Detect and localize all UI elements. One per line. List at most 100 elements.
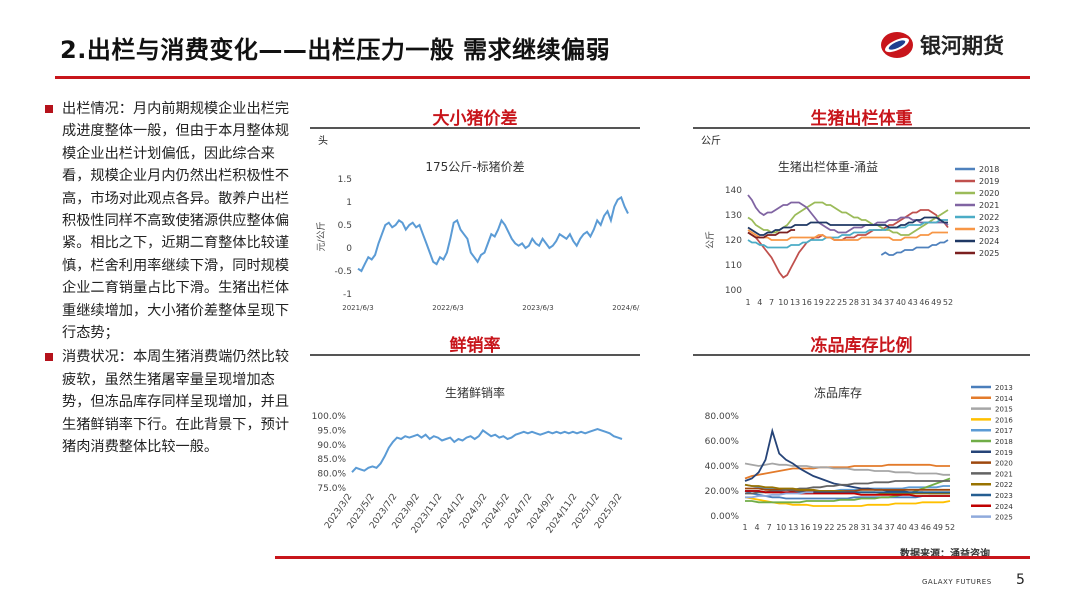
x-tick-label: 10 bbox=[776, 523, 786, 532]
x-tick-label: 49 bbox=[933, 523, 943, 532]
commentary: 出栏情况：月内前期规模企业出栏完成进度整体一般，但由于本月整体规模企业出栏计划偏… bbox=[45, 98, 293, 461]
panel-divider bbox=[310, 354, 640, 356]
x-tick-label: 16 bbox=[800, 523, 810, 532]
y-tick-label: 1 bbox=[346, 198, 352, 208]
legend-label: 2021 bbox=[979, 201, 999, 210]
legend-label: 2013 bbox=[995, 384, 1013, 392]
y-tick-label: 1.5 bbox=[338, 175, 352, 185]
y-tick-label: 130 bbox=[725, 211, 742, 221]
series-line-2024 bbox=[747, 216, 948, 236]
y-tick-label: 100.0% bbox=[312, 412, 347, 422]
legend-label: 2023 bbox=[979, 225, 999, 234]
y-tick-label: -0.5 bbox=[334, 267, 352, 277]
frozen-inventory-chart: 冻品库存 80.00% 60.00% 40.00% 20.00% 0.00%1 4 7 10 13… bbox=[705, 384, 1014, 532]
legend-label: 2022 bbox=[979, 213, 999, 222]
page-title: 2.出栏与消费变化——出栏压力一般 需求继续偏弱 bbox=[60, 36, 611, 64]
series-line-2025 bbox=[745, 491, 814, 499]
x-tick-label: 2023/6/3 bbox=[522, 304, 553, 312]
y-axis-label: 元/公斤 bbox=[316, 221, 327, 251]
panel-title: 鲜销率 bbox=[449, 336, 501, 356]
x-tick-label: 25 bbox=[837, 298, 847, 307]
y-tick-label: 100 bbox=[725, 286, 742, 296]
x-tick-label: 1 bbox=[745, 298, 750, 307]
legend-label: 2022 bbox=[995, 481, 1013, 489]
x-tick-label: 40 bbox=[896, 298, 906, 307]
y-tick-label: 40.00% bbox=[705, 462, 740, 472]
x-tick-label: 31 bbox=[860, 523, 870, 532]
x-tick-label: 52 bbox=[945, 523, 955, 532]
bullet-text: 出栏情况：月内前期规模企业出栏完成进度整体一般，但由于本月整体规模企业出栏计划偏… bbox=[62, 101, 290, 342]
legend-label: 2021 bbox=[995, 470, 1013, 478]
x-tick-label: 7 bbox=[769, 298, 774, 307]
logo: 银河期货 bbox=[880, 30, 1004, 60]
bullet-item: 出栏情况：月内前期规模企业出栏完成进度整体一般，但由于本月整体规模企业出栏计划偏… bbox=[45, 98, 293, 344]
series-line-2021 bbox=[747, 194, 949, 234]
unit-label: 头 bbox=[318, 135, 328, 147]
x-tick-label: 37 bbox=[885, 523, 895, 532]
x-tick-label: 4 bbox=[757, 298, 762, 307]
legend-label: 2024 bbox=[979, 237, 999, 246]
legend-label: 2019 bbox=[979, 177, 999, 186]
series-line-2020 bbox=[745, 487, 950, 492]
bullet-item: 消费状况：本周生猪消费端仍然比较疲软，虽然生猪屠宰量呈现增加态势，但冻品库存同样… bbox=[45, 346, 293, 458]
y-tick-label: 110 bbox=[725, 261, 742, 271]
page-number: 5 bbox=[1016, 572, 1025, 588]
x-tick-label: 31 bbox=[861, 298, 871, 307]
x-tick-label: 2022/6/3 bbox=[432, 304, 463, 312]
x-tick-label: 34 bbox=[872, 298, 882, 307]
x-tick-label: 7 bbox=[767, 523, 772, 532]
chart-title: 生猪出栏体重-涌益 bbox=[778, 159, 878, 174]
legend-label: 2025 bbox=[995, 514, 1013, 522]
series-line-2019 bbox=[747, 209, 949, 279]
legend-label: 2019 bbox=[995, 449, 1013, 457]
x-tick-label: 13 bbox=[788, 523, 798, 532]
series-line-2023 bbox=[747, 229, 948, 241]
data-source: 数据来源：涌益咨询 bbox=[900, 549, 990, 560]
fresh-sales-rate-chart: 生猪鲜销率100.0%95.0%90.0%85.0%80.0%75.0%2023… bbox=[312, 385, 625, 536]
x-tick-label: 22 bbox=[824, 523, 834, 532]
footer-divider bbox=[275, 556, 1030, 559]
legend-label: 2025 bbox=[979, 249, 999, 258]
series-line-main bbox=[357, 195, 629, 273]
x-tick-label: 34 bbox=[873, 523, 883, 532]
x-tick-label: 4 bbox=[755, 523, 760, 532]
y-tick-label: 0.5 bbox=[338, 221, 352, 231]
legend-label: 2020 bbox=[979, 189, 999, 198]
y-axis-label: 公斤 bbox=[705, 231, 716, 249]
series-line-2013 bbox=[744, 490, 950, 500]
y-tick-label: 140 bbox=[725, 186, 742, 196]
x-tick-label: 43 bbox=[908, 298, 918, 307]
legend-label: 2024 bbox=[995, 503, 1013, 511]
legend-label: 2023 bbox=[995, 492, 1013, 500]
bullet-marker-icon bbox=[45, 105, 53, 113]
y-tick-label: -1 bbox=[343, 290, 352, 300]
x-tick-label: 46 bbox=[919, 298, 929, 307]
x-tick-label: 40 bbox=[897, 523, 907, 532]
x-tick-label: 25 bbox=[836, 523, 846, 532]
legend-label: 2014 bbox=[995, 395, 1013, 403]
legend-label: 2018 bbox=[995, 438, 1013, 446]
x-tick-label: 2021/6/3 bbox=[342, 304, 373, 312]
series-line-2018 bbox=[880, 239, 949, 256]
x-tick-label: 1 bbox=[742, 523, 747, 532]
series-line-2024 bbox=[745, 490, 950, 497]
footer-brand: GALAXY FUTURES bbox=[922, 578, 992, 586]
y-tick-label: 0 bbox=[346, 244, 352, 254]
chart-title: 生猪鲜销率 bbox=[445, 385, 505, 400]
series-line-main bbox=[351, 427, 623, 473]
series-line-2014 bbox=[744, 463, 950, 480]
x-tick-label: 19 bbox=[812, 523, 822, 532]
legend-label: 2020 bbox=[995, 460, 1013, 468]
series-line-2022 bbox=[747, 219, 948, 249]
x-tick-label: 43 bbox=[909, 523, 919, 532]
series-line-2016 bbox=[744, 496, 951, 507]
y-tick-label: 60.00% bbox=[705, 437, 740, 447]
bullet-marker-icon bbox=[45, 353, 53, 362]
panel-title: 大小猪价差 bbox=[432, 109, 518, 129]
unit-label: 公斤 bbox=[701, 135, 721, 147]
panel-title: 冻品库存比例 bbox=[810, 336, 913, 356]
legend-label: 2015 bbox=[995, 406, 1013, 414]
chart-title: 冻品库存 bbox=[814, 385, 862, 400]
